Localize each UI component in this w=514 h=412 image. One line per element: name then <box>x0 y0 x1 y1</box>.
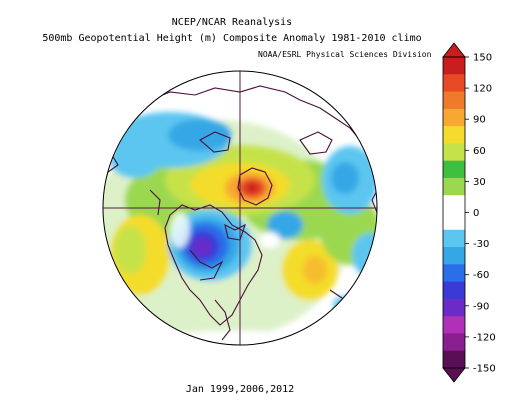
colorbar-segment <box>443 195 465 213</box>
colorbar-tick-label: -120 <box>473 332 496 343</box>
colorbar-segment <box>443 333 465 352</box>
colorbar-segment <box>443 316 465 334</box>
colorbar-segment <box>443 264 465 283</box>
eurasia-north-coast <box>149 85 369 156</box>
colorbar-tick-label: -30 <box>473 239 489 250</box>
atlantic-inner <box>303 256 327 284</box>
arctic-island <box>199 131 231 153</box>
na-negative-core <box>193 238 211 256</box>
europe-negative-inner <box>331 162 359 194</box>
colorbar-segments <box>443 57 465 369</box>
siberia-negative-inner <box>168 119 232 151</box>
colorbar-segment <box>443 298 465 317</box>
colorbar-segment <box>443 160 465 179</box>
anomaly-field <box>103 71 377 345</box>
credit-line: NOAA/ESRL Physical Sciences Division <box>258 50 432 59</box>
colorbar-segment <box>443 91 465 110</box>
colorbar-tick-label: -150 <box>473 364 496 375</box>
chart-subtitle: 500mb Geopotential Height (m) Composite … <box>42 33 422 44</box>
colorbar-tick-label: 150 <box>473 53 492 64</box>
siberia-negative-west <box>110 142 160 178</box>
colorbar-segment <box>443 126 465 144</box>
greenland-negative <box>267 211 303 239</box>
colorbar-bottom-arrow <box>442 367 466 383</box>
colorbar-top-arrow <box>442 42 466 58</box>
colorbar-segment <box>443 350 465 369</box>
map-border <box>102 70 378 346</box>
colorbar-segment <box>443 229 465 248</box>
colorbar-segment <box>443 57 465 75</box>
colorbar-tick-label: 60 <box>473 146 486 157</box>
colorbar-segment <box>443 212 465 231</box>
dark-red-core <box>246 183 258 193</box>
central-america <box>214 299 231 341</box>
colorbar-segment <box>443 108 465 127</box>
colorbar-tick-label: 90 <box>473 115 486 126</box>
colorbar-tick-label: -90 <box>473 301 489 312</box>
period-label: Jan 1999,2006,2012 <box>185 384 295 395</box>
colorbar-tick-label: 120 <box>473 84 492 95</box>
neutral-gap <box>260 232 280 248</box>
colorbar-segment <box>443 247 465 265</box>
scandinavia-outline <box>299 131 333 155</box>
colorbar-labels: 150 120 90 60 30 0 -30 -60 -90 -120 -150 <box>465 53 496 375</box>
pacific-inner <box>114 226 146 274</box>
colorbar-tick-label: 30 <box>473 177 486 188</box>
colorbar-tick-label: 0 <box>473 208 479 219</box>
neutral-gap-west <box>170 212 190 248</box>
colorbar-tick-label: -60 <box>473 270 489 281</box>
colorbar-segment <box>443 74 465 93</box>
colorbar-segment <box>443 281 465 300</box>
hudson-bay <box>224 223 246 241</box>
chart-title: NCEP/NCAR Reanalysis <box>171 17 293 28</box>
us-borders <box>189 249 224 281</box>
alaska-coast <box>149 189 161 216</box>
colorbar-segment <box>443 143 465 162</box>
colorbar-segment <box>443 177 465 196</box>
